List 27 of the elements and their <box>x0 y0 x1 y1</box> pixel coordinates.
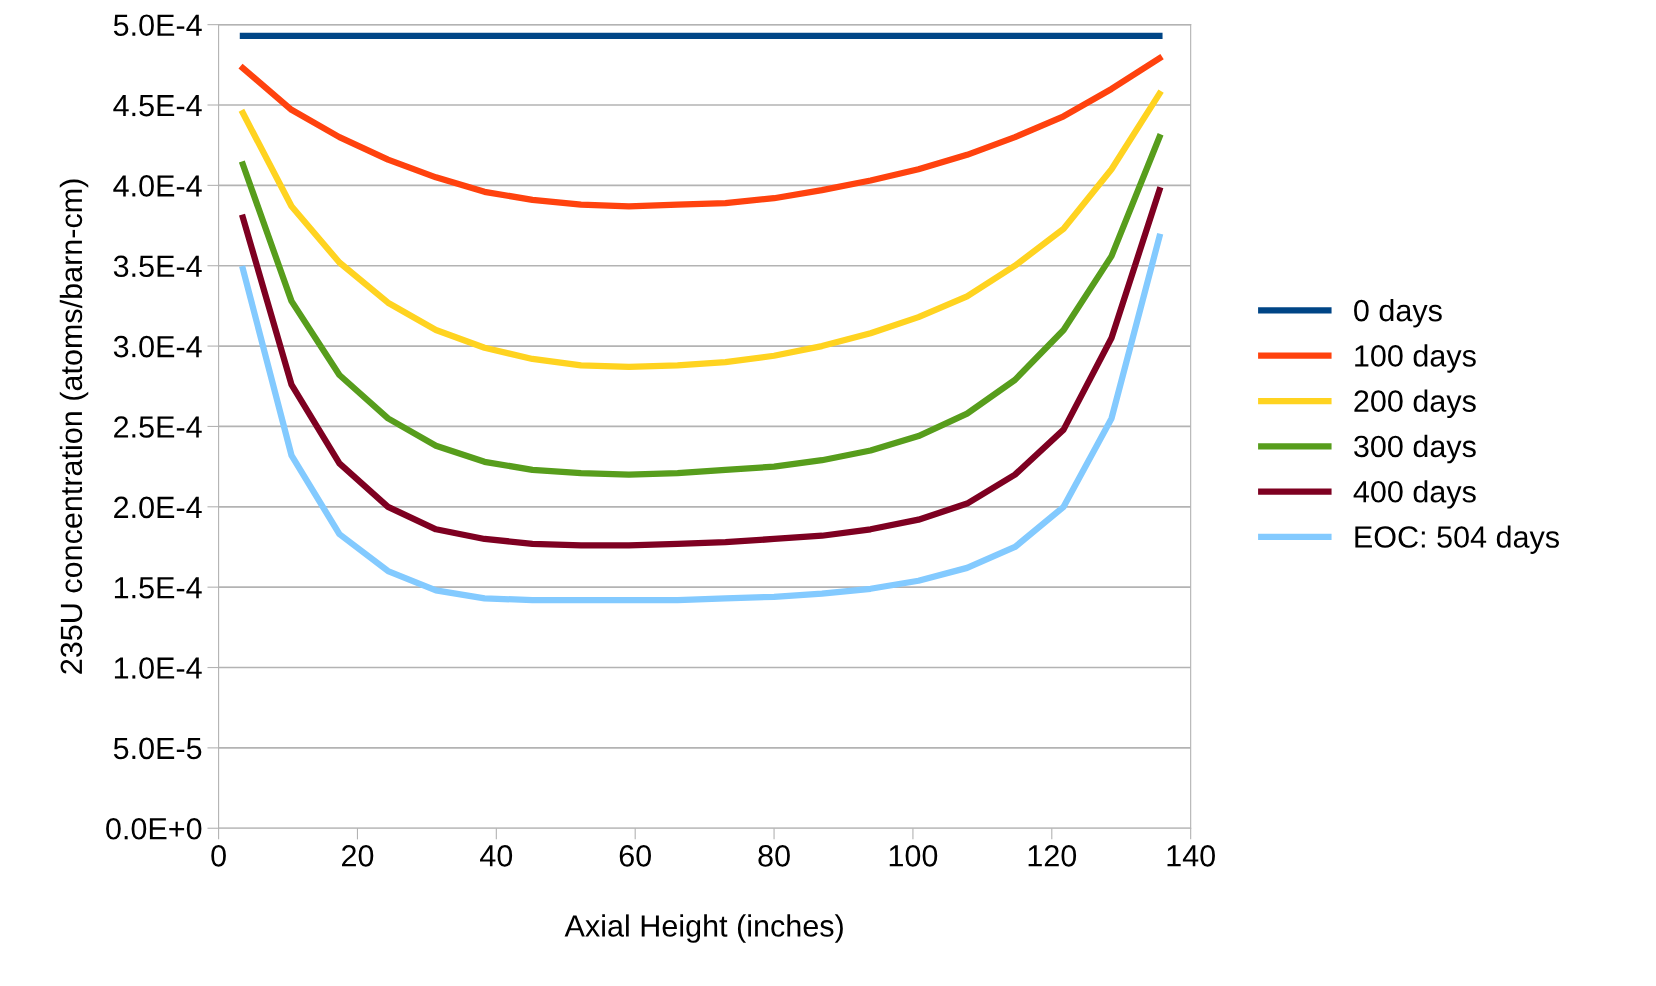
x-tick-label: 20 <box>342 845 374 867</box>
legend-label: EOC: 504 days <box>1355 525 1559 554</box>
y-tick-label: 4.5E-4 <box>113 95 202 117</box>
y-tick-label: 3.0E-4 <box>113 335 202 358</box>
legend-label: 200 days <box>1354 389 1476 419</box>
y-axis-title: 235U concentration (atoms/barn-cm) <box>59 179 89 674</box>
y-tick-label: 4.0E-4 <box>113 175 202 197</box>
x-tick-label: 80 <box>758 845 790 867</box>
legend-label: 300 days <box>1354 434 1476 464</box>
y-tick-label: 5.0E-5 <box>113 737 202 760</box>
legend-label: 400 days <box>1353 480 1476 509</box>
legend-label: 0 days <box>1354 298 1442 328</box>
y-tick-label: 1.5E-4 <box>114 577 202 599</box>
x-tick-label: 40 <box>480 845 513 867</box>
x-tick-label: 100 <box>889 845 938 867</box>
x-tick-label: 120 <box>1028 845 1077 867</box>
y-tick-label: 0.0E+0 <box>106 817 202 840</box>
y-tick-label: 5.0E-4 <box>113 14 202 37</box>
y-tick-label: 2.5E-4 <box>114 416 202 438</box>
x-tick-label: 0 <box>211 845 226 867</box>
x-axis-title: Axial Height (inches) <box>564 914 843 943</box>
y-tick-label: 2.0E-4 <box>114 496 202 519</box>
legend-label: 100 days <box>1355 344 1476 373</box>
x-tick-label: 140 <box>1167 845 1215 867</box>
y-tick-label: 1.0E-4 <box>114 657 202 679</box>
y-tick-label: 3.5E-4 <box>113 255 202 278</box>
x-tick-label: 60 <box>619 845 651 867</box>
